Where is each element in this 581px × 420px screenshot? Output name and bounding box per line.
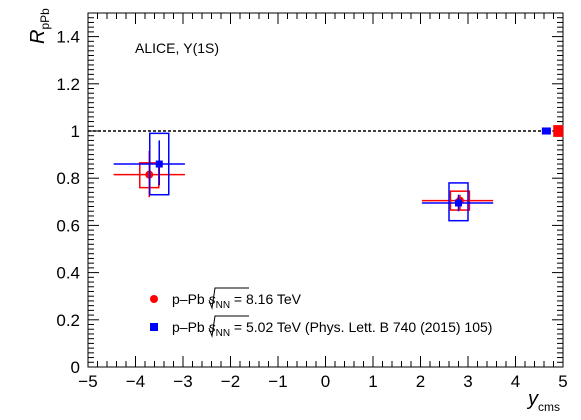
legend-marker-square [150,323,158,331]
sqrt-sign [208,315,249,338]
y-tick-label: 0.4 [56,264,80,283]
legend-502-suffix: = 5.02 TeV (Phys. Lett. B 740 (2015) 105… [230,319,492,335]
global-uncertainty-box [541,127,551,135]
y-axis-title-sub: pPb [38,8,52,30]
legend: p–Pb sNN = 8.16 TeV p–Pb sNN = 5.02 TeV … [150,291,492,339]
legend-marker-circle [150,295,158,303]
y-tick-label: 1.2 [56,75,80,94]
y-tick-label: 1.4 [56,28,80,47]
legend-816-prefix: p–Pb [172,291,209,307]
systematic-box [448,182,469,222]
x-tick-label: −1 [268,372,287,391]
x-tick-label: 2 [416,372,425,391]
x-tick-label: 4 [511,372,520,391]
x-axis-ticks: −5 −4 −3 −2 −1 0 1 2 3 4 5 [78,13,568,391]
x-tick-label: 3 [463,372,472,391]
global-uncertainty-box [553,125,564,137]
data-point-square [155,160,163,168]
y-tick-label: 0.2 [56,311,80,330]
x-axis-title-sub: cms [538,400,560,414]
x-tick-label: 0 [321,372,330,391]
x-axis-title: ycms [526,388,560,414]
y-tick-label: 1 [71,122,80,141]
x-tick-label: −4 [126,372,145,391]
legend-816-root-sub: NN [216,300,230,311]
global-uncertainty-layer [541,125,564,137]
x-tick-label: 5 [558,372,567,391]
data-point-group [113,132,185,196]
legend-816-root: s [209,291,216,307]
legend-502-root: s [209,319,216,335]
series-layer [113,132,494,222]
y-axis-ticks: 0 0.2 0.4 0.6 0.8 1 1.2 1.4 [56,12,563,377]
x-tick-label: −5 [78,372,97,391]
plot-frame [87,12,564,368]
svg-text:RpPb: RpPb [27,8,52,44]
data-point-group [421,182,494,222]
legend-502-prefix: p–Pb [172,319,209,335]
x-axis-title-main: y [526,388,539,410]
svg-text:ycms: ycms [526,388,560,414]
y-axis-title-main: R [27,30,49,44]
y-tick-label: 0 [71,358,80,377]
y-tick-label: 0.6 [56,216,80,235]
y-tick-label: 0.8 [56,169,80,188]
legend-816-suffix: = 8.16 TeV [230,291,302,307]
x-tick-label: 1 [368,372,377,391]
x-tick-label: −2 [221,372,240,391]
legend-entry-502: p–Pb sNN = 5.02 TeV (Phys. Lett. B 740 (… [150,319,492,339]
legend-entry-816: p–Pb sNN = 8.16 TeV [150,291,302,311]
svg-text:p–Pb sNN = 5.02 TeV (Phys. Let: p–Pb sNN = 5.02 TeV (Phys. Lett. B 740 (… [172,319,492,339]
experiment-annotation: ALICE, Υ(1S) [135,40,219,56]
y-axis-title: RpPb [27,8,52,44]
legend-502-root-sub: NN [216,328,230,339]
svg-text:p–Pb sNN = 8.16 TeV: p–Pb sNN = 8.16 TeV [172,291,302,311]
sqrt-sign [208,287,249,310]
legend-root-signs [208,287,249,338]
x-tick-label: −3 [173,372,192,391]
data-point-square [455,199,462,207]
